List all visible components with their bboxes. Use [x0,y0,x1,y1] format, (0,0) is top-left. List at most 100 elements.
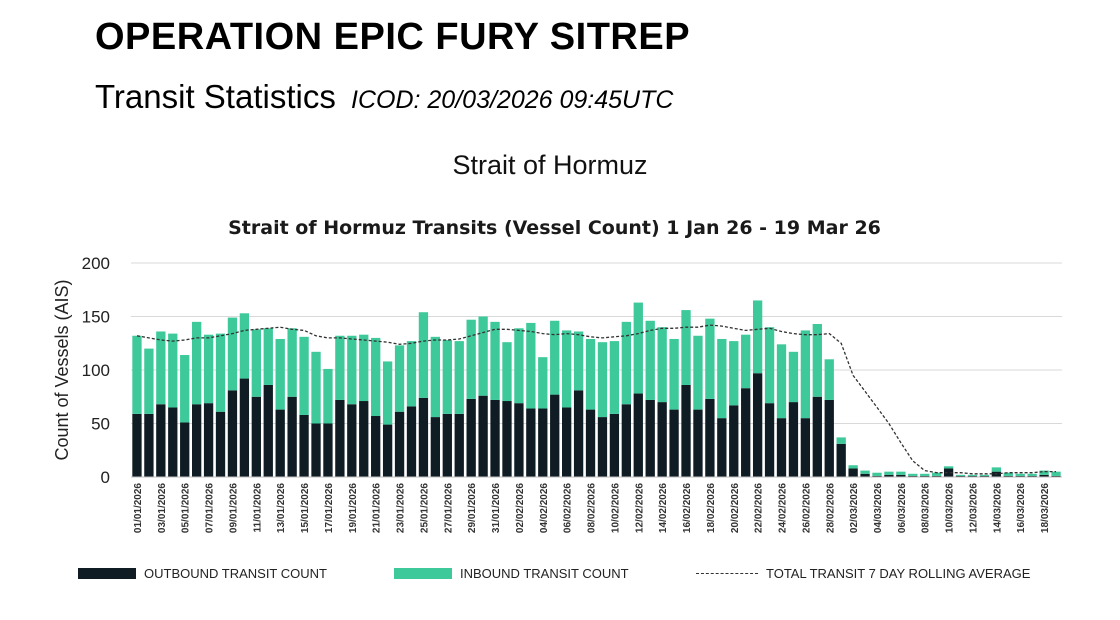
bar-inbound [430,336,441,418]
bar-inbound [943,466,954,469]
x-tick-label: 23/01/2026 [396,483,407,533]
bar-outbound [824,399,834,477]
bar-inbound [550,320,560,395]
bar-outbound [872,475,882,477]
bar-inbound [955,474,966,476]
bar-outbound [669,409,679,477]
bar-outbound [752,373,763,477]
bar-outbound [896,474,906,477]
bar-inbound [657,327,667,403]
bar-outbound [573,390,584,477]
bar-inbound [180,355,190,423]
bar-outbound [430,417,441,477]
bar-inbound [526,322,536,409]
x-tick-label: 12/03/2026 [969,483,980,533]
bar-inbound [681,310,691,385]
x-tick-label: 24/02/2026 [778,483,789,533]
x-tick-label: 06/02/2026 [563,483,574,533]
legend-inbound-label: INBOUND TRANSIT COUNT [460,566,629,581]
x-tick-label: 10/02/2026 [610,483,621,533]
legend-inbound-swatch [394,568,452,579]
x-tick-label: 02/02/2026 [515,483,526,533]
bar-outbound [180,422,190,477]
bar-outbound [597,417,608,477]
bar-outbound [144,413,154,477]
x-tick-label: 26/02/2026 [801,483,812,533]
bar-outbound [550,394,560,477]
x-tick-label: 20/02/2026 [730,483,741,533]
bar-outbound [132,413,142,477]
bar-outbound [287,396,297,477]
bar-outbound [657,402,667,477]
bar-outbound [215,411,226,477]
x-tick-label: 08/02/2026 [587,483,598,533]
bar-inbound [311,351,321,424]
x-tick-label: 25/01/2026 [419,483,430,533]
bar-outbound [741,388,751,477]
legend-outbound: OUTBOUND TRANSIT COUNT [78,566,327,581]
bar-inbound [287,328,297,397]
bar-inbound [406,341,417,407]
bar-outbound [502,401,512,477]
bar-inbound [263,328,273,385]
y-tick-label: 50 [91,415,110,434]
y-axis-label: Count of Vessels (AIS) [52,279,72,460]
bar-inbound [836,437,846,444]
x-tick-label: 28/02/2026 [825,483,836,533]
bar-inbound [621,321,631,405]
bar-inbound [872,472,882,476]
bar-outbound [633,393,643,477]
bar-inbound [490,321,500,400]
bar-outbound [1039,474,1049,477]
bar-outbound [335,399,345,477]
bar-outbound [191,404,202,477]
x-tick-label: 05/01/2026 [181,483,192,533]
bar-outbound [729,405,739,477]
bar-inbound [573,331,584,391]
x-tick-label: 16/02/2026 [682,483,693,533]
bar-inbound [502,342,512,402]
bar-inbound [824,359,834,400]
bar-inbound [347,335,357,405]
x-tick-label: 14/02/2026 [658,483,669,533]
bar-inbound [1015,473,1025,476]
bar-outbound [227,390,238,477]
bar-inbound [645,320,655,400]
bar-outbound [585,409,596,477]
bar-outbound [848,468,858,477]
bar-outbound [705,398,715,477]
x-tick-label: 19/01/2026 [348,483,359,533]
bar-inbound [454,341,464,414]
y-tick-label: 200 [82,254,110,273]
bar-outbound [454,413,464,477]
bar-inbound [717,338,727,419]
x-tick-label: 22/02/2026 [754,483,765,533]
bar-outbound [860,473,870,477]
x-tick-label: 06/03/2026 [897,483,908,533]
bar-outbound [168,407,178,477]
bar-outbound [382,424,393,477]
bar-outbound [776,418,787,477]
bar-inbound [908,473,918,476]
bar-outbound [920,475,930,477]
bar-inbound [275,338,285,410]
bar-inbound [144,348,154,414]
x-tick-label: 10/03/2026 [945,483,956,533]
y-tick-label: 150 [82,308,110,327]
bar-inbound [382,361,393,425]
bar-inbound [478,316,488,396]
bar-outbound [1003,475,1013,477]
x-tick-label: 17/01/2026 [324,483,335,533]
x-tick-label: 07/01/2026 [205,483,216,533]
x-tick-label: 21/01/2026 [372,483,383,533]
bar-inbound [538,357,548,409]
bar-outbound [800,418,811,477]
bar-outbound [275,409,285,477]
x-tick-label: 31/01/2026 [491,483,502,533]
bar-inbound [156,331,166,405]
bar-inbound [920,473,930,476]
bar-inbound [239,313,250,379]
icod-timestamp: ICOD: 20/03/2026 09:45UTC [351,86,674,114]
y-tick-label: 0 [101,468,110,487]
bar-inbound [466,319,476,399]
